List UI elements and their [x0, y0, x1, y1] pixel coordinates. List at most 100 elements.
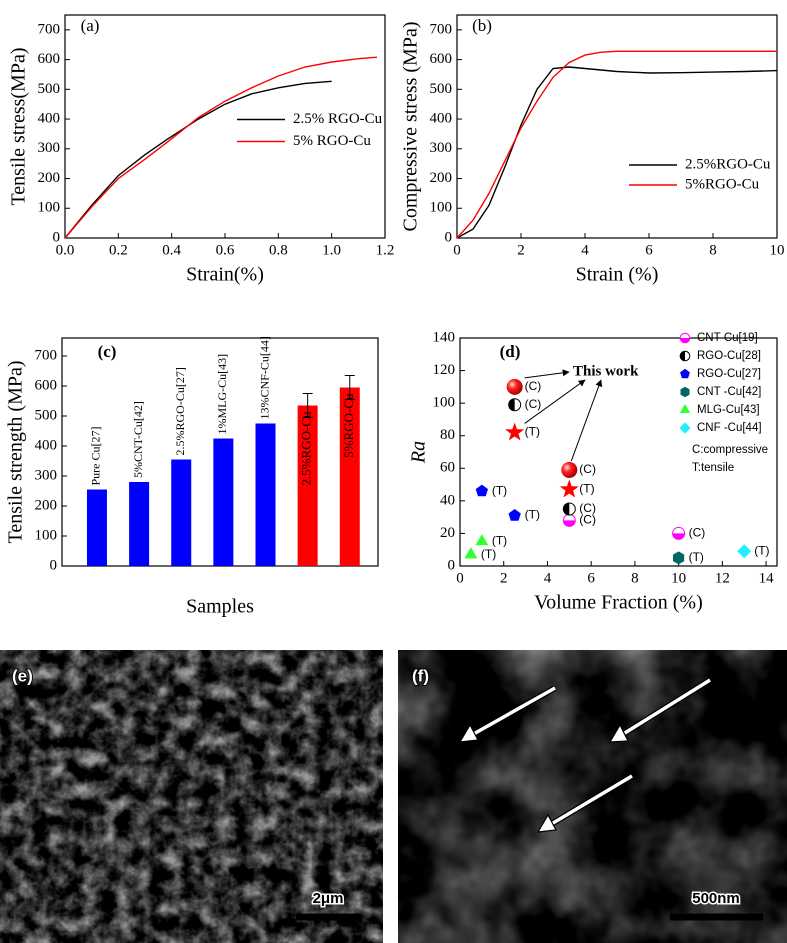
legend-label: 5%RGO-Cu — [685, 176, 760, 192]
y-tick-label: 700 — [35, 347, 58, 363]
legend-label: CNT -Cu[42] — [697, 386, 761, 398]
marker-triangle — [679, 404, 691, 413]
data-point — [561, 461, 578, 478]
y-tick-label: 0 — [448, 557, 456, 573]
image-label: (e) — [12, 666, 33, 685]
data-point — [475, 534, 489, 546]
legend-label: RGO-Cu[28] — [697, 350, 761, 362]
y-tick-label: 300 — [430, 140, 453, 156]
y-tick-label: 100 — [433, 395, 456, 411]
point-label: (T) — [689, 550, 704, 564]
y-tick-label: 700 — [430, 21, 453, 37]
marker-half — [563, 503, 570, 515]
error-bar — [344, 375, 355, 400]
bar-label: 13%CNF-Cu[44] — [257, 336, 271, 419]
y-tick-label: 600 — [38, 51, 61, 67]
marker-star — [505, 422, 525, 441]
point-label: (T) — [492, 483, 507, 497]
annotation-arrow — [524, 369, 570, 379]
data-point — [559, 479, 579, 498]
x-tick-label: 4 — [544, 570, 552, 586]
x-tick-label: 1.2 — [376, 242, 395, 258]
bar-label: 1%MLG-Cu[43] — [215, 354, 229, 435]
x-tick-label: 12 — [715, 570, 730, 586]
x-tick-label: 0.4 — [162, 242, 181, 258]
y-tick-label: 400 — [38, 111, 61, 127]
y-axis-label: Tensile strength (MPa) — [5, 360, 27, 543]
data-point — [475, 484, 488, 497]
legend-label: 5% RGO-Cu — [293, 133, 371, 149]
sem-image-f: (f) 500nm — [398, 650, 787, 943]
note: T:tensile — [692, 462, 734, 474]
data-point — [508, 398, 522, 412]
x-tick-label: 6 — [587, 570, 595, 586]
x-axis-label: Volume Fraction (%) — [534, 592, 703, 614]
legend-marker — [679, 332, 691, 344]
point-label: (C) — [525, 397, 542, 411]
y-tick-label: 20 — [440, 525, 455, 541]
image-label: (f) — [412, 666, 429, 685]
y-tick-label: 140 — [433, 329, 456, 345]
y-tick-label: 400 — [35, 437, 58, 453]
point-label: (C) — [689, 526, 706, 540]
legend-label: CNF -Cu[44] — [697, 422, 762, 434]
legend-marker — [680, 368, 690, 379]
annotation-arrow — [524, 379, 586, 424]
bar-label: 5%CNT-Cu[42] — [131, 401, 145, 478]
x-axis-label: Samples — [186, 596, 254, 618]
line-series — [456, 50, 777, 239]
bar-label: 2.5%RGO-Cu — [299, 411, 314, 486]
marker-half — [680, 351, 685, 361]
legend-marker — [680, 386, 690, 398]
y-axis-label: Ra — [408, 441, 430, 464]
scale-bar-label: 500nm — [692, 890, 740, 907]
y-tick-label: 80 — [440, 427, 455, 443]
x-tick-label: 0.8 — [269, 242, 288, 258]
marker-half — [508, 398, 515, 411]
x-tick-label: 4 — [581, 242, 589, 258]
y-tick-label: 0 — [445, 229, 453, 245]
panel-label: (b) — [472, 16, 492, 35]
line-series — [64, 80, 332, 239]
legend-label: 2.5%RGO-Cu — [685, 156, 771, 172]
highlight-label: This work — [573, 363, 639, 379]
data-point — [562, 513, 576, 527]
bar — [297, 405, 318, 566]
x-tick-label: 0 — [456, 570, 464, 586]
marker-pentagon — [475, 484, 488, 497]
point-label: (T) — [492, 534, 507, 548]
bar — [171, 459, 192, 566]
data-point — [673, 551, 685, 565]
legend-label: 2.5% RGO-Cu — [293, 111, 383, 127]
y-axis-label: Compressive stress (MPa) — [400, 22, 422, 232]
bar-label: 2.5%RGO-Cu[27] — [173, 367, 187, 455]
y-tick-label: 500 — [430, 81, 453, 97]
data-point — [508, 509, 521, 521]
marker-star — [559, 479, 579, 498]
y-tick-label: 300 — [38, 140, 61, 156]
marker-diamond — [679, 422, 691, 434]
point-label: (T) — [754, 544, 769, 558]
bar-label: 5%RGO-Cu — [341, 393, 356, 458]
y-tick-label: 200 — [38, 170, 61, 186]
y-tick-label: 120 — [433, 362, 456, 378]
marker-pentagon — [680, 368, 690, 379]
data-point — [464, 547, 478, 559]
data-point — [737, 544, 752, 559]
x-tick-label: 2 — [517, 242, 525, 258]
bar — [255, 423, 276, 566]
bar — [129, 482, 150, 566]
point-label: (T) — [525, 425, 540, 439]
x-tick-label: 6 — [645, 242, 653, 258]
y-tick-label: 300 — [35, 467, 58, 483]
legend-marker — [679, 350, 691, 362]
y-tick-label: 700 — [38, 21, 61, 37]
line-series — [456, 66, 778, 239]
legend-marker — [679, 404, 691, 413]
marker-hexagon — [673, 551, 685, 565]
y-tick-label: 400 — [430, 111, 453, 127]
legend-marker — [679, 422, 691, 434]
data-point — [562, 502, 576, 516]
y-tick-label: 200 — [430, 170, 453, 186]
y-tick-label: 500 — [35, 407, 58, 423]
